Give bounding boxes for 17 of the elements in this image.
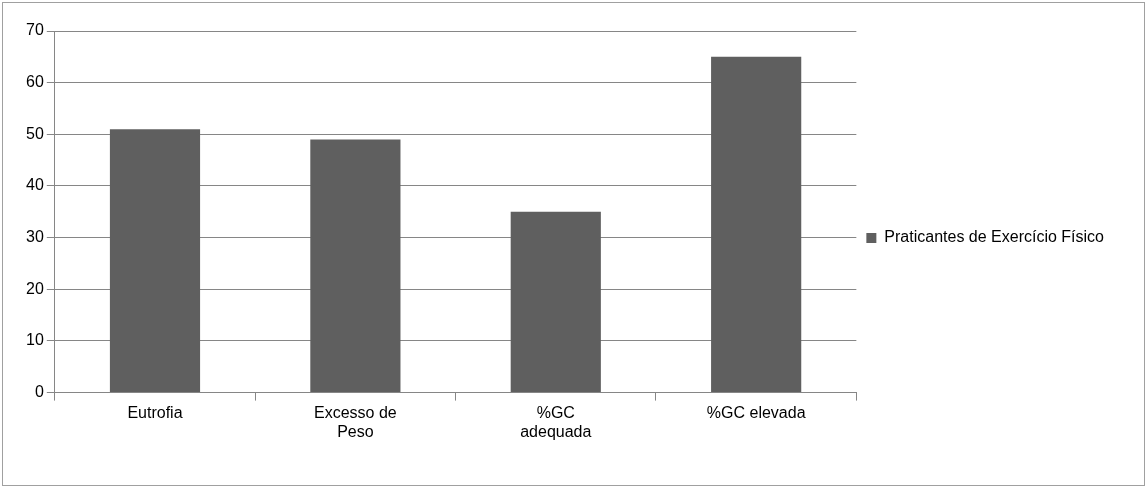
y-tick-label: 0 xyxy=(34,383,44,401)
y-tick-label: 10 xyxy=(26,331,44,349)
bar xyxy=(109,129,201,393)
bar xyxy=(510,211,601,393)
bar xyxy=(711,56,802,393)
x-tick-label: Excesso de Peso xyxy=(314,403,397,440)
y-tick-label: 50 xyxy=(26,124,44,142)
y-tick-label: 60 xyxy=(26,73,44,91)
y-tick-label: 20 xyxy=(26,279,44,297)
y-tick-label: 30 xyxy=(26,228,44,246)
bar xyxy=(310,139,401,393)
x-tick-label: %GC adequada xyxy=(520,403,592,440)
x-tick-label: %GC elevada xyxy=(706,403,806,421)
y-tick-label: 70 xyxy=(26,21,44,39)
y-tick-label: 40 xyxy=(26,176,44,194)
legend-label: Praticantes de Exercício Físico xyxy=(884,228,1105,246)
x-tick-label: Eutrofia xyxy=(127,403,183,421)
